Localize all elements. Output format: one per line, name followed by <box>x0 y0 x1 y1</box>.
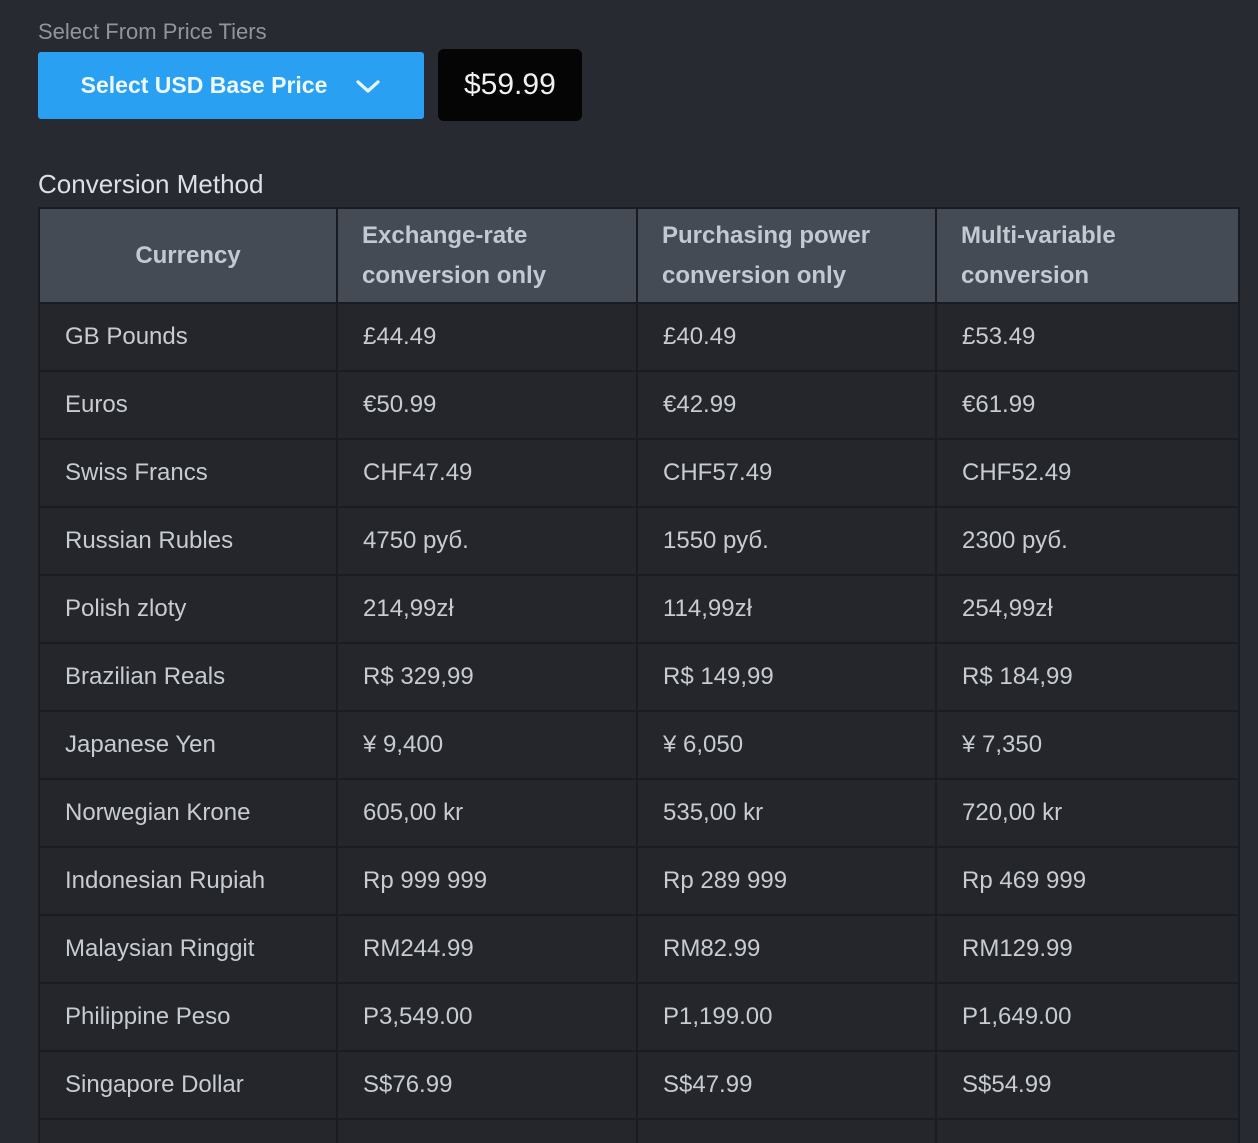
table-row: Swiss Francs CHF47.49 CHF57.49 CHF52.49 <box>38 438 1240 508</box>
purchasing-power-cell: ¥ 6,050 <box>636 710 937 780</box>
multi-variable-cell: £53.49 <box>935 302 1240 372</box>
multi-variable-cell: S$54.99 <box>935 1050 1240 1120</box>
table-row: Indonesian Rupiah Rp 999 999 Rp 289 999 … <box>38 846 1240 916</box>
purchasing-power-cell: S$47.99 <box>636 1050 937 1120</box>
exchange-rate-cell: 214,99zł <box>336 574 638 644</box>
multi-variable-cell: RM129.99 <box>935 914 1240 984</box>
currency-cell: Japanese Yen <box>38 710 338 780</box>
purchasing-power-cell: 114,99zł <box>636 574 937 644</box>
conversion-method-label: Conversion Method <box>38 169 264 199</box>
multi-variable-cell: 720,00 kr <box>935 778 1240 848</box>
table-row <box>38 1118 1240 1143</box>
table-row: Philippine Peso P3,549.00 P1,199.00 P1,6… <box>38 982 1240 1052</box>
chevron-down-icon <box>355 79 381 95</box>
currency-cell: Philippine Peso <box>38 982 338 1052</box>
multi-variable-cell: 254,99zł <box>935 574 1240 644</box>
exchange-rate-cell: €50.99 <box>336 370 638 440</box>
currency-cell: Singapore Dollar <box>38 1050 338 1120</box>
purchasing-power-cell: £40.49 <box>636 302 937 372</box>
purchasing-power-cell <box>636 1118 937 1143</box>
multi-variable-cell: 2300 руб. <box>935 506 1240 576</box>
currency-cell: Malaysian Ringgit <box>38 914 338 984</box>
usd-base-price-dropdown[interactable]: Select USD Base Price <box>38 52 424 119</box>
multi-variable-cell: €61.99 <box>935 370 1240 440</box>
exchange-rate-cell: £44.49 <box>336 302 638 372</box>
currency-cell: Norwegian Krone <box>38 778 338 848</box>
header-row: Currency Exchange-rate conversion only P… <box>38 207 1240 304</box>
column-header-multi-variable: Multi-variable conversion <box>935 207 1240 304</box>
exchange-rate-cell: ¥ 9,400 <box>336 710 638 780</box>
exchange-rate-cell: R$ 329,99 <box>336 642 638 712</box>
multi-variable-cell: Rp 469 999 <box>935 846 1240 916</box>
column-header-currency: Currency <box>38 207 338 304</box>
purchasing-power-cell: R$ 149,99 <box>636 642 937 712</box>
exchange-rate-cell: P3,549.00 <box>336 982 638 1052</box>
price-tiers-label: Select From Price Tiers <box>38 19 267 44</box>
currency-cell: Brazilian Reals <box>38 642 338 712</box>
purchasing-power-cell: 1550 руб. <box>636 506 937 576</box>
multi-variable-cell: ¥ 7,350 <box>935 710 1240 780</box>
exchange-rate-cell: 4750 руб. <box>336 506 638 576</box>
currency-cell <box>38 1118 338 1143</box>
conversion-table-cropped-row <box>38 1118 1240 1143</box>
exchange-rate-cell: S$76.99 <box>336 1050 638 1120</box>
multi-variable-cell <box>935 1118 1240 1143</box>
purchasing-power-cell: 535,00 kr <box>636 778 937 848</box>
column-header-exchange-rate: Exchange-rate conversion only <box>336 207 638 304</box>
conversion-table-body: GB Pounds £44.49 £40.49 £53.49 Euros €50… <box>38 302 1240 1120</box>
conversion-table-header: Currency Exchange-rate conversion only P… <box>38 207 1240 304</box>
currency-cell: Swiss Francs <box>38 438 338 508</box>
multi-variable-cell: R$ 184,99 <box>935 642 1240 712</box>
currency-cell: Indonesian Rupiah <box>38 846 338 916</box>
currency-cell: Polish zloty <box>38 574 338 644</box>
table-row: Singapore Dollar S$76.99 S$47.99 S$54.99 <box>38 1050 1240 1120</box>
exchange-rate-cell: 605,00 kr <box>336 778 638 848</box>
table-row: Polish zloty 214,99zł 114,99zł 254,99zł <box>38 574 1240 644</box>
multi-variable-cell: CHF52.49 <box>935 438 1240 508</box>
exchange-rate-cell: RM244.99 <box>336 914 638 984</box>
currency-cell: GB Pounds <box>38 302 338 372</box>
table-row: Norwegian Krone 605,00 kr 535,00 kr 720,… <box>38 778 1240 848</box>
multi-variable-cell: P1,649.00 <box>935 982 1240 1052</box>
currency-cell: Russian Rubles <box>38 506 338 576</box>
purchasing-power-cell: CHF57.49 <box>636 438 937 508</box>
column-header-purchasing-power: Purchasing power conversion only <box>636 207 937 304</box>
purchasing-power-cell: P1,199.00 <box>636 982 937 1052</box>
conversion-table: Currency Exchange-rate conversion only P… <box>38 207 1240 1143</box>
purchasing-power-cell: Rp 289 999 <box>636 846 937 916</box>
table-row: Malaysian Ringgit RM244.99 RM82.99 RM129… <box>38 914 1240 984</box>
purchasing-power-cell: €42.99 <box>636 370 937 440</box>
currency-cell: Euros <box>38 370 338 440</box>
table-row: Russian Rubles 4750 руб. 1550 руб. 2300 … <box>38 506 1240 576</box>
table-row: GB Pounds £44.49 £40.49 £53.49 <box>38 302 1240 372</box>
purchasing-power-cell: RM82.99 <box>636 914 937 984</box>
dropdown-label: Select USD Base Price <box>80 72 328 98</box>
table-row: Brazilian Reals R$ 329,99 R$ 149,99 R$ 1… <box>38 642 1240 712</box>
base-price-display: $59.99 <box>438 49 582 121</box>
exchange-rate-cell: CHF47.49 <box>336 438 638 508</box>
exchange-rate-cell: Rp 999 999 <box>336 846 638 916</box>
table-row: Japanese Yen ¥ 9,400 ¥ 6,050 ¥ 7,350 <box>38 710 1240 780</box>
table-row: Euros €50.99 €42.99 €61.99 <box>38 370 1240 440</box>
exchange-rate-cell <box>336 1118 638 1143</box>
price-controls: Select USD Base Price $59.99 <box>38 49 1238 121</box>
